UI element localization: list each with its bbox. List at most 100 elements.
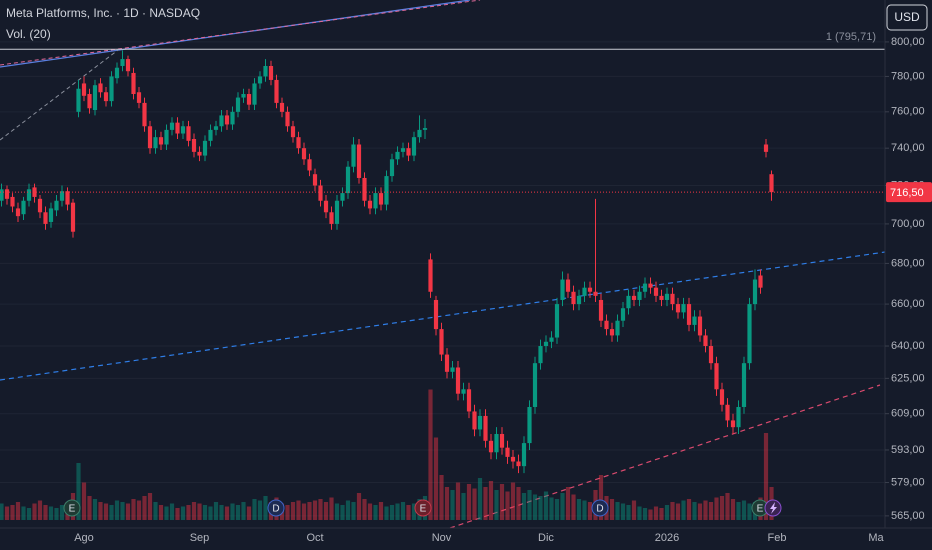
volume-bar (0, 503, 4, 520)
volume-bar (180, 506, 186, 520)
volume-bar (626, 505, 631, 520)
x-tick-label: Oct (306, 532, 323, 544)
volume-bar (714, 497, 719, 520)
volume-bar (692, 502, 697, 520)
candle-body (81, 83, 87, 96)
volume-bar (48, 506, 54, 520)
volume-bar (340, 505, 345, 520)
candle-body (439, 329, 444, 355)
candle-body (98, 83, 103, 93)
volume-label: Vol. (20) (6, 27, 51, 41)
candle-body (697, 316, 703, 336)
volume-bar (356, 493, 362, 520)
candle-body (4, 189, 10, 199)
volume-bar (444, 487, 450, 520)
candle-body (576, 295, 582, 305)
grid-layer (0, 41, 885, 517)
candle-body (334, 200, 340, 224)
last-price-box (886, 182, 932, 203)
volume-bar (538, 496, 543, 520)
volume-bar (697, 503, 703, 520)
volume-bar (648, 509, 653, 520)
volume-bar (571, 494, 576, 520)
volume-bar (285, 505, 290, 520)
candle-body (235, 97, 241, 112)
candle-body (186, 126, 191, 141)
volume-bar (631, 500, 637, 520)
candle-body (598, 299, 604, 321)
candle-body (472, 411, 477, 430)
candle-body (510, 456, 516, 462)
candle-body (763, 144, 769, 152)
volume-bar (395, 503, 400, 520)
candle-body (136, 92, 142, 103)
trend-line (0, 49, 119, 141)
volume-bar (477, 478, 483, 520)
candle-body (323, 200, 329, 213)
volume-bar (378, 502, 384, 520)
volume-bar (109, 505, 114, 520)
candle-body (32, 187, 37, 197)
candle-body (571, 291, 576, 305)
volume-bar (598, 475, 604, 520)
candle-body (714, 363, 719, 390)
volume-bar (191, 502, 197, 520)
volume-bar (686, 499, 692, 520)
event-marker[interactable] (414, 499, 432, 517)
candle-body (642, 283, 648, 292)
volume-bar (208, 506, 213, 520)
candle-body (604, 320, 609, 330)
candle-body (120, 59, 125, 66)
candle-body (153, 137, 158, 149)
candle-body (252, 83, 257, 105)
candle-body (169, 122, 175, 130)
y-tick-label: 700,00 (891, 218, 925, 230)
currency-button[interactable] (886, 4, 928, 31)
candle-body (444, 354, 450, 372)
trend-line (0, 0, 481, 66)
volume-bar (637, 506, 642, 520)
volume-bar (494, 490, 499, 520)
candle-body (389, 159, 395, 177)
candle-body (312, 174, 318, 186)
volume-bar (26, 508, 32, 520)
candle-body (659, 295, 664, 300)
candle-body (499, 433, 505, 448)
volume-bar (224, 506, 230, 520)
volume-bar (158, 505, 164, 520)
volume-bar (318, 499, 323, 520)
price-axis-bg (885, 0, 932, 550)
candle-body (164, 129, 169, 145)
candle-body (736, 406, 741, 428)
candle-body (417, 129, 422, 138)
volume-bar (582, 500, 587, 520)
candle-body (268, 65, 274, 80)
candle-body (648, 283, 653, 288)
event-marker[interactable] (267, 499, 285, 517)
reference-label: 1 (795,71) (826, 31, 876, 43)
candle-body (230, 111, 235, 125)
candle-body (615, 320, 620, 336)
event-label: D (272, 504, 279, 515)
event-marker[interactable] (63, 499, 81, 517)
candle-body (191, 139, 197, 152)
candle-body (433, 299, 439, 330)
volume-bar (499, 484, 505, 520)
volume-bar (92, 499, 98, 520)
event-marker[interactable] (591, 499, 609, 517)
event-markers: E D E D E (63, 499, 782, 517)
volume-bar (37, 500, 43, 520)
candle-body (483, 415, 488, 441)
candle-body (219, 115, 224, 127)
y-tick-label: 609,00 (891, 408, 925, 420)
candle-body (769, 174, 774, 193)
candle-body (279, 102, 285, 112)
volume-bar (483, 487, 488, 520)
volume-bar (675, 503, 681, 520)
volume-bar (202, 505, 208, 520)
volume-bar (505, 491, 510, 520)
candle-body (719, 389, 725, 405)
volume-bar (527, 490, 532, 520)
volume-bar (43, 505, 48, 520)
